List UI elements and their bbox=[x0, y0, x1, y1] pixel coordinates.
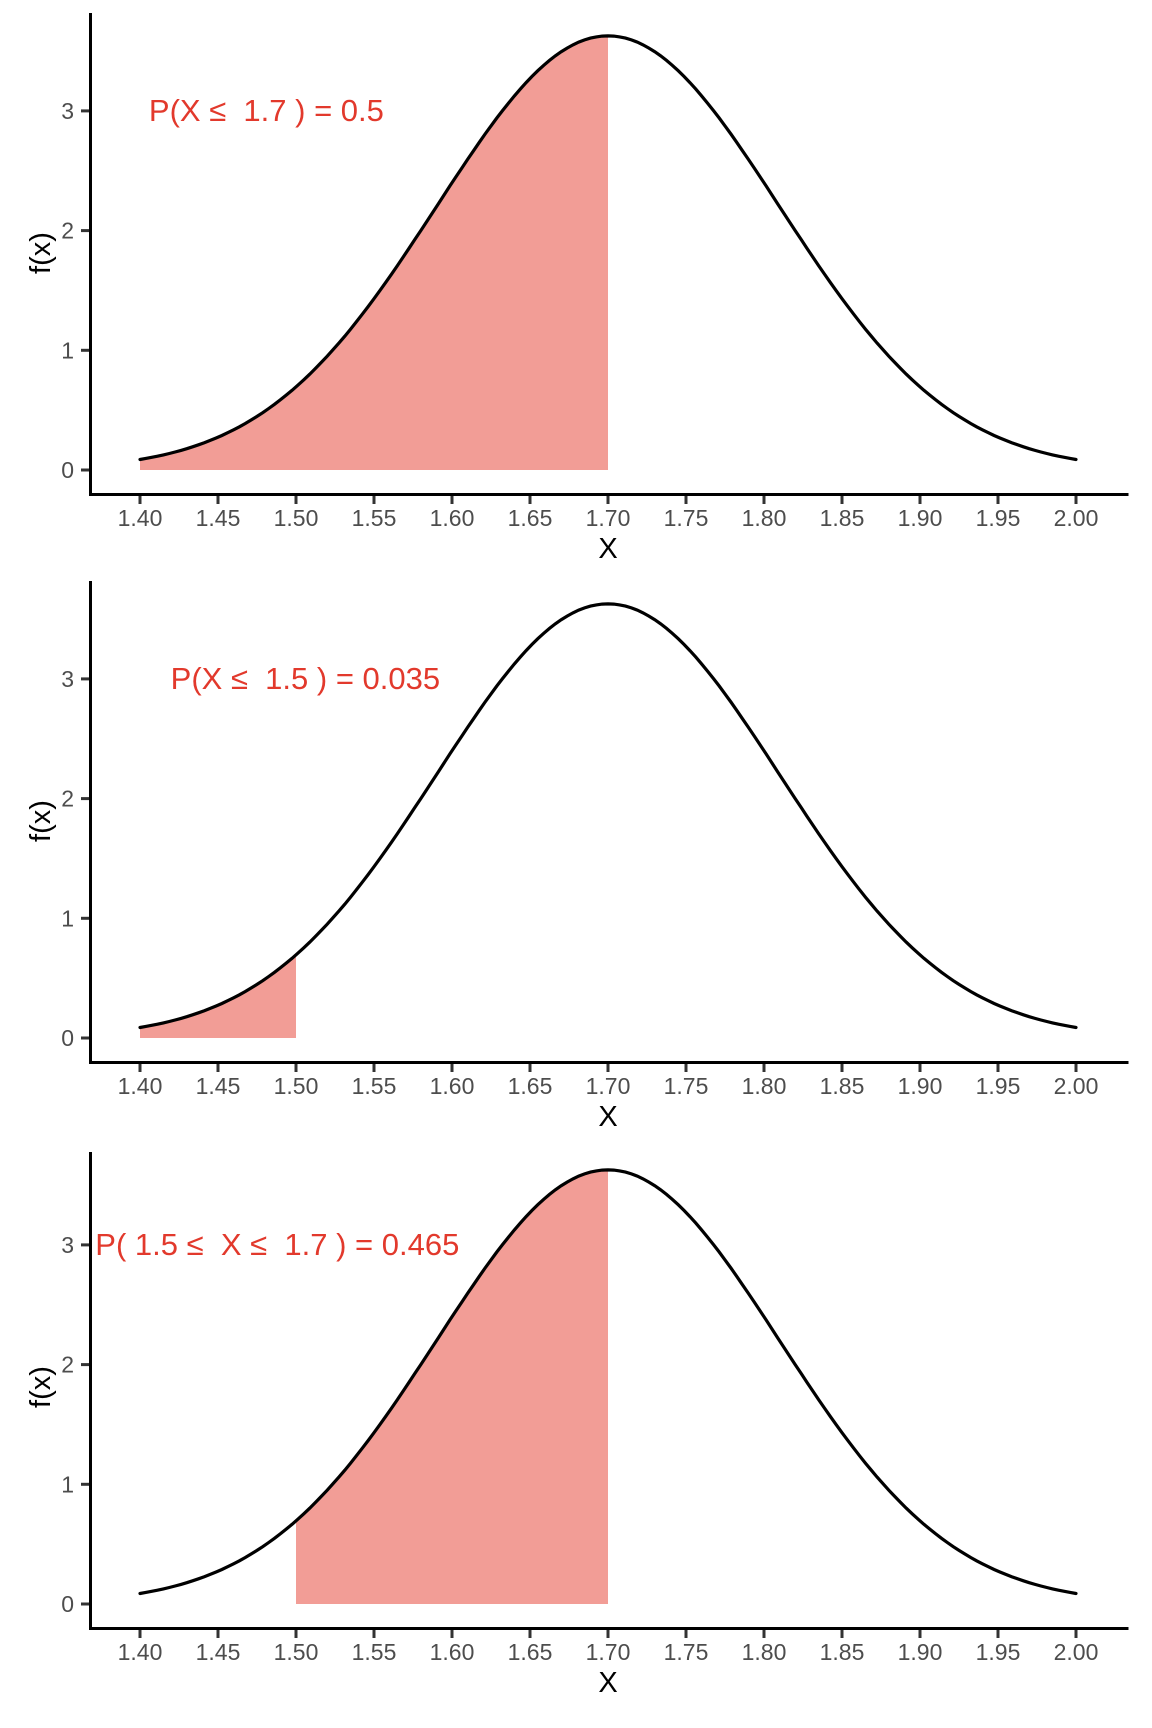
y-tick-label: 1 bbox=[61, 905, 74, 931]
density-curve bbox=[138, 602, 1078, 1030]
x-tick-label: 1.80 bbox=[742, 505, 787, 531]
x-tick-label: 1.55 bbox=[352, 505, 397, 531]
x-tick-label: 1.70 bbox=[586, 505, 631, 531]
y-axis-title: f(x) bbox=[25, 800, 57, 842]
x-tick-label: 1.70 bbox=[586, 1073, 631, 1099]
x-axis-title: X bbox=[598, 533, 617, 565]
density-panel-2: 1.40 1.45 1.50 1.55 1.60 1.65 1.70 1.75 1.80 1.85… bbox=[0, 576, 1152, 1152]
y-tick-label: 0 bbox=[61, 1025, 74, 1051]
y-tick-label: 1 bbox=[61, 337, 74, 363]
y-tick-label: 0 bbox=[61, 457, 74, 483]
shaded-probability-area bbox=[140, 35, 608, 471]
y-tick-label: 3 bbox=[61, 666, 74, 692]
probability-annotation: P(X ≤ 1.5 ) = 0.035 bbox=[171, 661, 440, 696]
x-tick-label: 2.00 bbox=[1054, 505, 1099, 531]
x-tick-label: 1.75 bbox=[664, 505, 709, 531]
x-tick-label: 1.75 bbox=[664, 1639, 709, 1665]
x-tick-label: 1.50 bbox=[274, 1639, 319, 1665]
y-axis-title: f(x) bbox=[25, 232, 57, 274]
x-tick-label: 1.40 bbox=[118, 1073, 163, 1099]
y-tick-label: 0 bbox=[61, 1591, 74, 1617]
density-panel-1: 1.40 1.45 1.50 1.55 1.60 1.65 1.70 1.75 1.80 1.85… bbox=[0, 0, 1152, 576]
y-tick-label: 1 bbox=[61, 1471, 74, 1497]
x-tick-label: 1.60 bbox=[430, 1639, 475, 1665]
x-axis-title: X bbox=[598, 1101, 617, 1133]
x-tick-label: 1.45 bbox=[196, 505, 241, 531]
x-tick-label: 1.70 bbox=[586, 1639, 631, 1665]
x-axis-title: X bbox=[598, 1667, 617, 1699]
x-tick-label: 1.95 bbox=[976, 1639, 1021, 1665]
x-tick-label: 1.75 bbox=[664, 1073, 709, 1099]
x-tick-label: 1.50 bbox=[274, 1073, 319, 1099]
x-tick-label: 1.90 bbox=[898, 1073, 943, 1099]
x-tick-label: 2.00 bbox=[1054, 1073, 1099, 1099]
x-tick-label: 1.65 bbox=[508, 505, 553, 531]
x-tick-label: 1.60 bbox=[430, 1073, 475, 1099]
probability-annotation: P(X ≤ 1.7 ) = 0.5 bbox=[149, 93, 384, 128]
y-tick-label: 2 bbox=[61, 1352, 74, 1378]
x-tick-label: 2.00 bbox=[1054, 1639, 1099, 1665]
density-plot-svg-2: 1.40 1.45 1.50 1.55 1.60 1.65 1.70 1.75 1.80 1.85… bbox=[25, 581, 1129, 1133]
x-tick-label: 1.90 bbox=[898, 505, 943, 531]
x-tick-label: 1.45 bbox=[196, 1639, 241, 1665]
x-tick-label: 1.45 bbox=[196, 1073, 241, 1099]
x-tick-label: 1.85 bbox=[820, 1073, 865, 1099]
density-curve bbox=[138, 34, 1078, 462]
x-tick-label: 1.85 bbox=[820, 505, 865, 531]
density-plot-svg-3: 1.40 1.45 1.50 1.55 1.60 1.65 1.70 1.75 1.80 1.85… bbox=[25, 1152, 1129, 1699]
shaded-probability-area bbox=[296, 1169, 608, 1604]
y-tick-label: 2 bbox=[61, 218, 74, 244]
y-tick-label: 2 bbox=[61, 786, 74, 812]
x-tick-label: 1.85 bbox=[820, 1639, 865, 1665]
x-tick-label: 1.40 bbox=[118, 1639, 163, 1665]
x-tick-label: 1.60 bbox=[430, 505, 475, 531]
x-tick-label: 1.55 bbox=[352, 1073, 397, 1099]
probability-annotation: P( 1.5 ≤ X ≤ 1.7 ) = 0.465 bbox=[95, 1227, 459, 1262]
x-tick-label: 1.55 bbox=[352, 1639, 397, 1665]
y-tick-label: 3 bbox=[61, 1232, 74, 1258]
density-curve bbox=[138, 1168, 1078, 1596]
x-tick-label: 1.65 bbox=[508, 1639, 553, 1665]
y-tick-label: 3 bbox=[61, 98, 74, 124]
x-tick-label: 1.65 bbox=[508, 1073, 553, 1099]
x-tick-label: 1.95 bbox=[976, 505, 1021, 531]
density-plot-svg-1: 1.40 1.45 1.50 1.55 1.60 1.65 1.70 1.75 1.80 1.85… bbox=[25, 13, 1129, 565]
x-tick-label: 1.80 bbox=[742, 1639, 787, 1665]
x-tick-label: 1.90 bbox=[898, 1639, 943, 1665]
x-tick-label: 1.80 bbox=[742, 1073, 787, 1099]
shaded-probability-area bbox=[140, 954, 296, 1038]
density-panel-3: 1.40 1.45 1.50 1.55 1.60 1.65 1.70 1.75 1.80 1.85… bbox=[0, 1152, 1152, 1728]
x-tick-label: 1.95 bbox=[976, 1073, 1021, 1099]
x-tick-label: 1.50 bbox=[274, 505, 319, 531]
x-tick-label: 1.40 bbox=[118, 505, 163, 531]
y-axis-title: f(x) bbox=[25, 1366, 57, 1408]
